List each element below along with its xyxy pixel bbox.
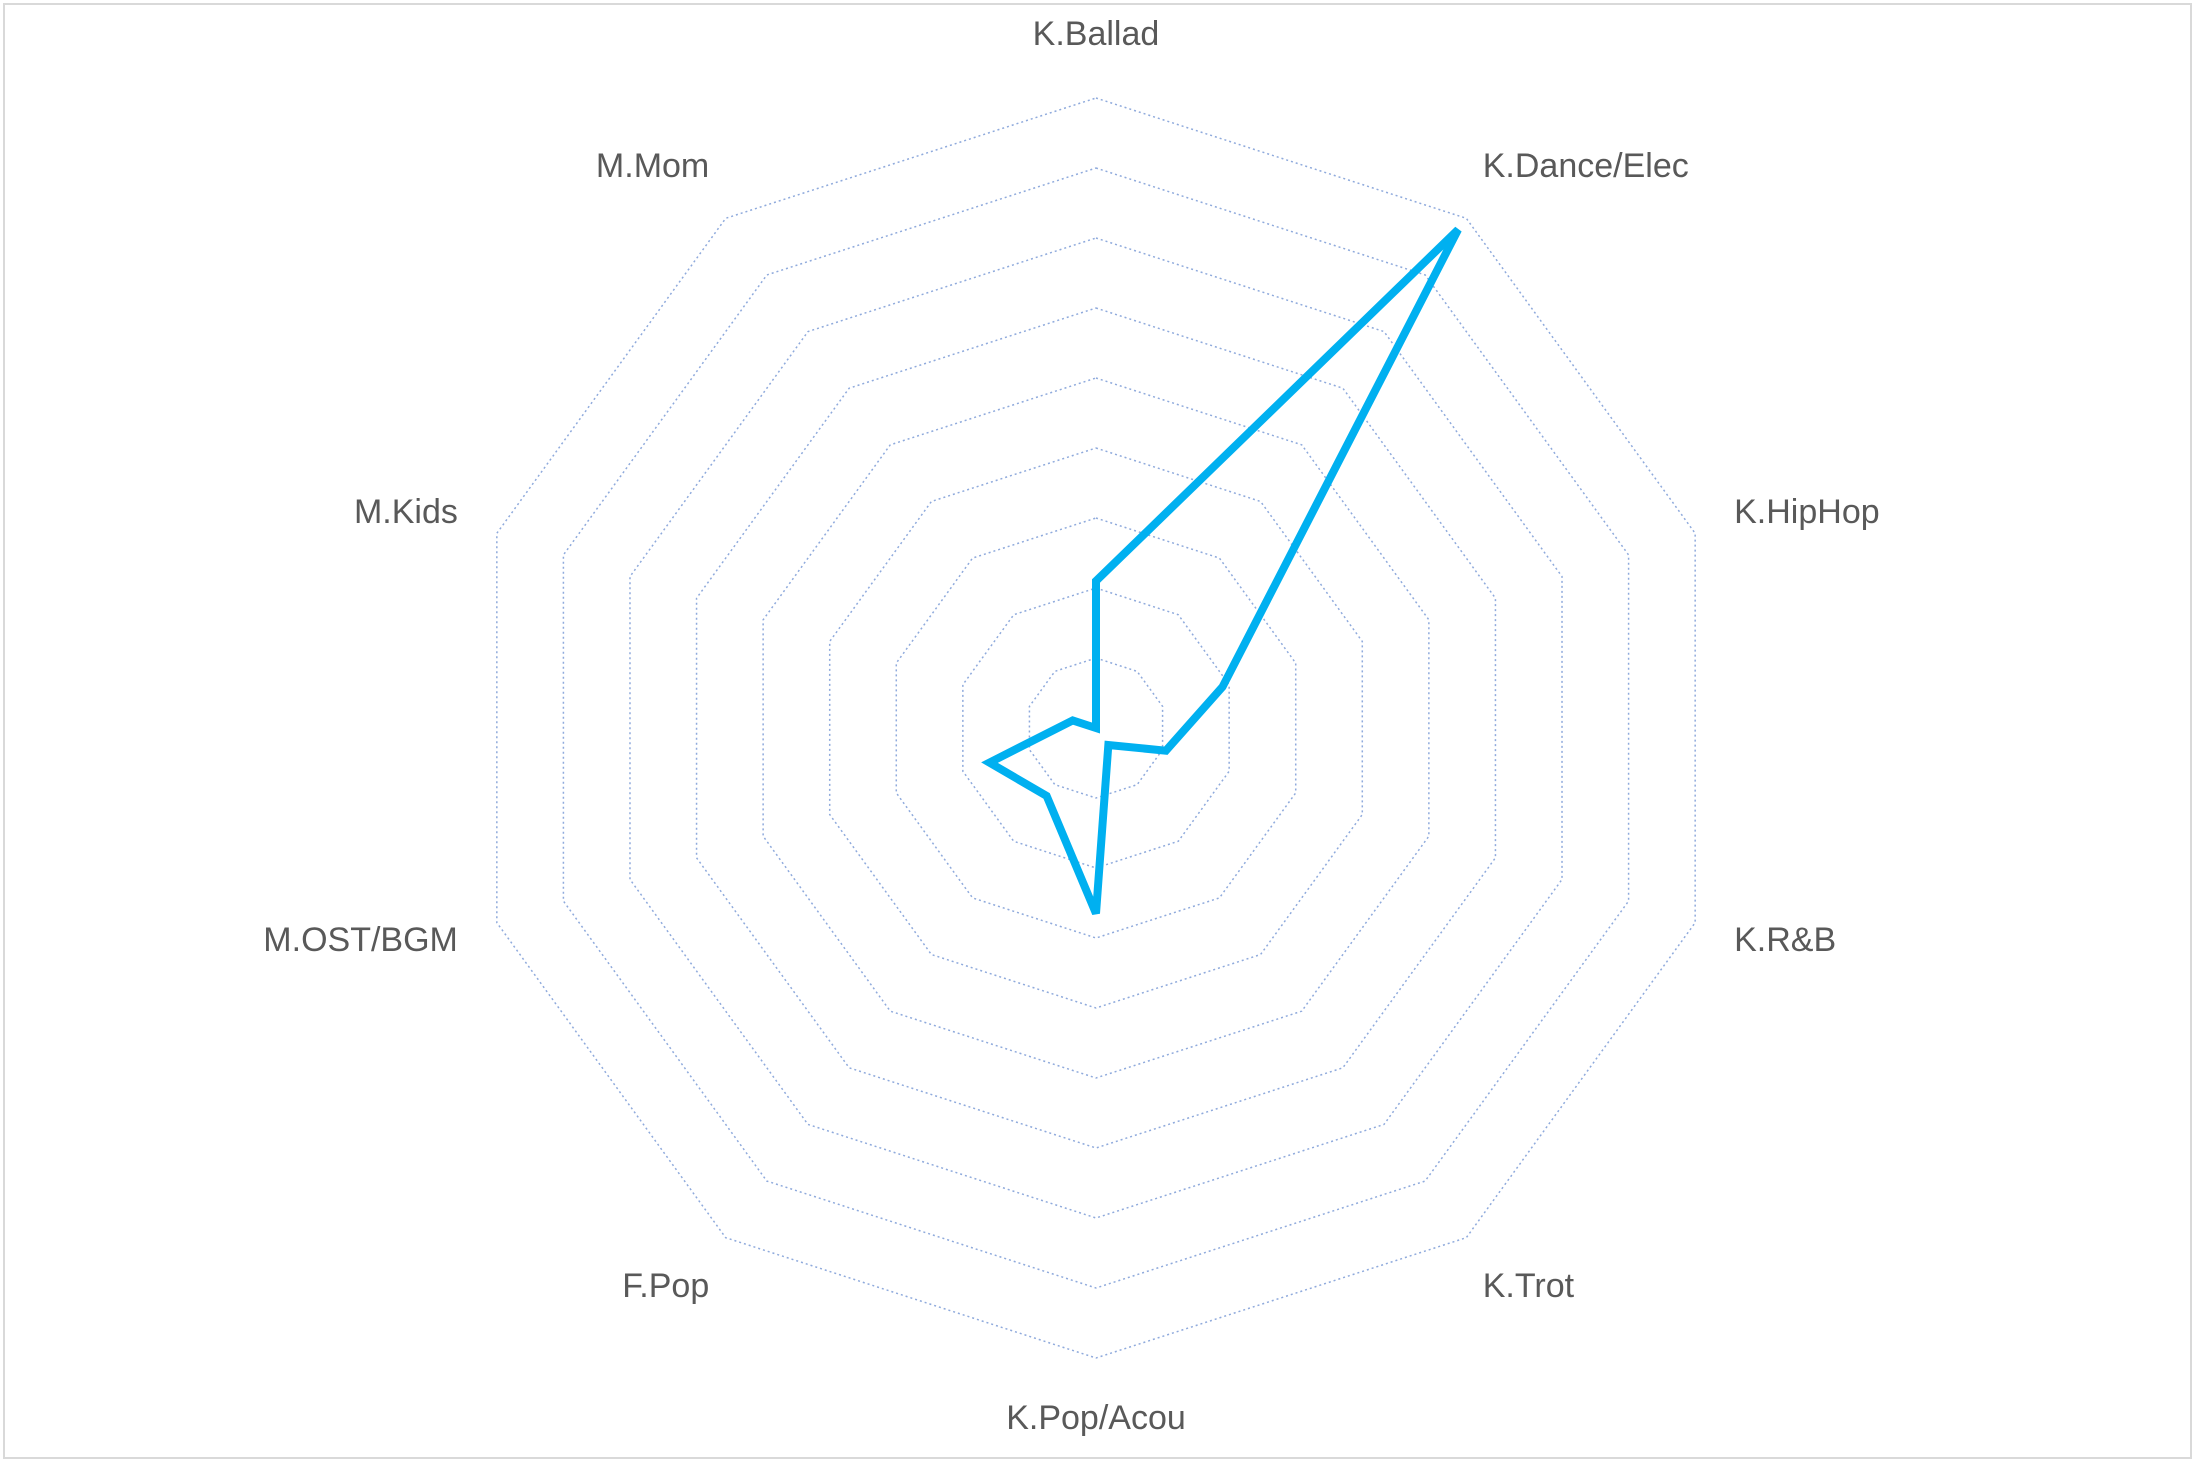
series-line xyxy=(981,226,1462,916)
grid-ring xyxy=(1028,657,1164,799)
category-label: K.Ballad xyxy=(1033,15,1160,53)
grid-ring xyxy=(496,97,1696,1359)
category-label: K.R&B xyxy=(1734,921,1836,959)
category-label: K.Dance/Elec xyxy=(1483,147,1689,185)
grid-ring xyxy=(895,517,1297,939)
grid-ring xyxy=(962,587,1230,869)
grid-ring xyxy=(828,447,1364,1009)
category-label: M.Mom xyxy=(596,147,709,185)
category-label: K.Pop/Acou xyxy=(1006,1399,1186,1437)
category-label: F.Pop xyxy=(622,1267,709,1305)
category-label: K.Trot xyxy=(1483,1267,1575,1305)
category-label: M.Kids xyxy=(354,493,458,531)
grid-ring xyxy=(762,377,1430,1079)
grid-ring xyxy=(562,167,1630,1289)
category-label: K.HipHop xyxy=(1734,493,1880,531)
category-label: M.OST/BGM xyxy=(263,921,458,959)
